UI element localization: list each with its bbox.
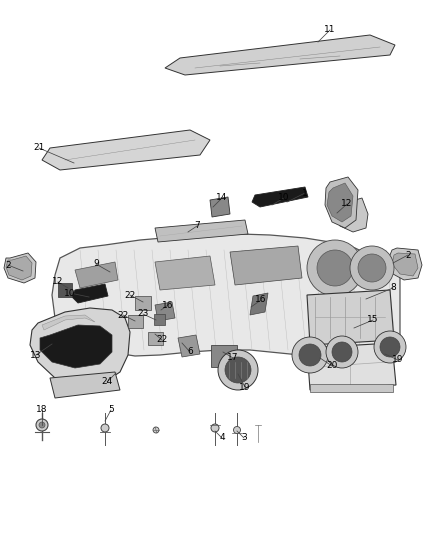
Text: 5: 5 (108, 406, 114, 415)
Polygon shape (388, 248, 422, 280)
Polygon shape (72, 284, 108, 303)
Polygon shape (165, 35, 395, 75)
Text: 15: 15 (367, 316, 379, 325)
Text: 7: 7 (194, 222, 200, 230)
Bar (58, 283, 72, 297)
Text: 10: 10 (278, 193, 290, 203)
Polygon shape (155, 220, 248, 242)
Polygon shape (155, 302, 175, 321)
Circle shape (299, 344, 321, 366)
Text: 1: 1 (302, 189, 308, 198)
Text: 22: 22 (156, 335, 168, 344)
Ellipse shape (90, 261, 130, 279)
Text: 23: 23 (137, 310, 148, 319)
Polygon shape (6, 256, 32, 280)
Circle shape (225, 357, 251, 383)
Polygon shape (325, 177, 358, 228)
Text: 16: 16 (162, 301, 174, 310)
Text: 13: 13 (30, 351, 42, 359)
Text: 19: 19 (392, 356, 404, 365)
Bar (154, 314, 165, 325)
Text: 18: 18 (36, 406, 48, 415)
Bar (128, 315, 143, 328)
Circle shape (39, 422, 45, 428)
Circle shape (358, 254, 386, 282)
Text: 24: 24 (101, 377, 113, 386)
Polygon shape (392, 253, 418, 276)
Text: 20: 20 (326, 361, 338, 370)
Text: 2: 2 (5, 261, 11, 270)
Circle shape (36, 419, 48, 431)
Polygon shape (40, 325, 112, 368)
Text: 9: 9 (93, 260, 99, 269)
Circle shape (218, 350, 258, 390)
Circle shape (153, 427, 159, 433)
Circle shape (332, 342, 352, 362)
Circle shape (326, 336, 358, 368)
Circle shape (211, 424, 219, 432)
Polygon shape (230, 246, 302, 285)
Text: 21: 21 (33, 143, 45, 152)
Bar (135, 296, 151, 310)
Text: 22: 22 (117, 311, 129, 319)
Text: 12: 12 (52, 278, 64, 287)
Circle shape (233, 426, 240, 433)
Text: 10: 10 (64, 288, 76, 297)
Circle shape (101, 424, 109, 432)
Text: 8: 8 (390, 284, 396, 293)
Polygon shape (42, 130, 210, 170)
Text: 4: 4 (219, 433, 225, 442)
Text: 12: 12 (341, 199, 353, 208)
Polygon shape (336, 198, 368, 232)
Text: 6: 6 (187, 348, 193, 357)
Polygon shape (178, 335, 200, 357)
Circle shape (374, 331, 406, 363)
Bar (211, 345, 237, 367)
Text: 22: 22 (124, 290, 136, 300)
Polygon shape (252, 187, 308, 207)
Polygon shape (250, 293, 268, 315)
Text: 11: 11 (324, 26, 336, 35)
Circle shape (350, 246, 394, 290)
Polygon shape (155, 256, 215, 290)
Bar (310, 384, 393, 392)
Text: 2: 2 (405, 251, 411, 260)
Circle shape (317, 250, 353, 286)
Bar (148, 332, 163, 345)
Polygon shape (307, 343, 396, 390)
Circle shape (292, 337, 328, 373)
Text: 14: 14 (216, 193, 228, 203)
Polygon shape (75, 262, 118, 288)
Polygon shape (4, 253, 36, 283)
Polygon shape (307, 290, 394, 345)
Polygon shape (52, 234, 400, 358)
Text: 16: 16 (255, 295, 267, 304)
Circle shape (307, 240, 363, 296)
Circle shape (380, 337, 400, 357)
Polygon shape (30, 308, 130, 385)
Text: 3: 3 (241, 433, 247, 442)
Polygon shape (50, 372, 120, 398)
Polygon shape (42, 315, 95, 330)
Polygon shape (210, 197, 230, 217)
Text: 19: 19 (239, 383, 251, 392)
Polygon shape (327, 183, 353, 222)
Text: 17: 17 (227, 353, 239, 362)
